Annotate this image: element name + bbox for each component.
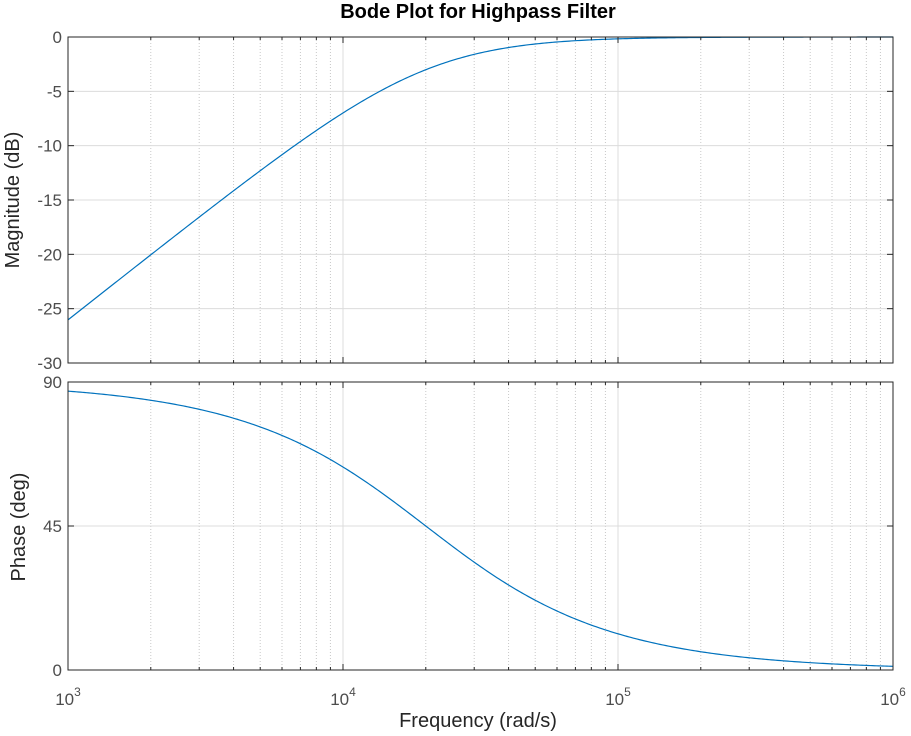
phase-y-tick-labels: 90 45 0 — [43, 373, 62, 680]
magnitude-y-tick-labels: 0 -5 -10 -15 -20 -25 -30 — [37, 28, 62, 373]
mag-y-tick-label: 0 — [53, 28, 62, 47]
phase-axes: 90 45 0 Phase (deg) — [8, 373, 894, 680]
mag-y-tick-label: -5 — [47, 82, 62, 101]
phase-series-line — [67, 390, 894, 667]
phase-y-tick-label: 0 — [53, 661, 62, 680]
x-tick-base: 10 — [880, 690, 899, 709]
magnitude-axes-box — [67, 36, 894, 364]
mag-y-tick-label: -20 — [37, 245, 62, 264]
x-tick-exponent: 3 — [74, 685, 81, 699]
x-axis-label: Frequency (rad/s) — [399, 710, 557, 732]
x-tick-base: 10 — [605, 690, 624, 709]
x-tick-label: 105 — [605, 685, 631, 709]
x-tick-label: 106 — [880, 685, 906, 709]
x-tick-labels: 103 104 105 106 — [55, 685, 906, 709]
x-tick-exponent: 5 — [624, 685, 631, 699]
mag-y-tick-label: -15 — [37, 191, 62, 210]
x-tick-label: 104 — [330, 685, 356, 709]
magnitude-axes: 0 -5 -10 -15 -20 -25 -30 Magnitude (dB) — [2, 28, 894, 373]
phase-y-tick-label: 90 — [43, 373, 62, 392]
phase-y-tick-label: 45 — [43, 517, 62, 536]
mag-y-tick-label: -25 — [37, 300, 62, 319]
x-tick-label: 103 — [55, 685, 81, 709]
phase-axes-box — [67, 381, 894, 671]
magnitude-y-axis-label: Magnitude (dB) — [2, 132, 24, 269]
chart-title: Bode Plot for Highpass Filter — [340, 1, 616, 23]
x-tick-exponent: 4 — [349, 685, 356, 699]
phase-y-axis-label: Phase (deg) — [8, 473, 30, 582]
mag-y-tick-label: -10 — [37, 137, 62, 156]
x-tick-base: 10 — [55, 690, 74, 709]
mag-y-tick-label: -30 — [37, 354, 62, 373]
x-tick-exponent: 6 — [899, 685, 906, 699]
x-tick-base: 10 — [330, 690, 349, 709]
